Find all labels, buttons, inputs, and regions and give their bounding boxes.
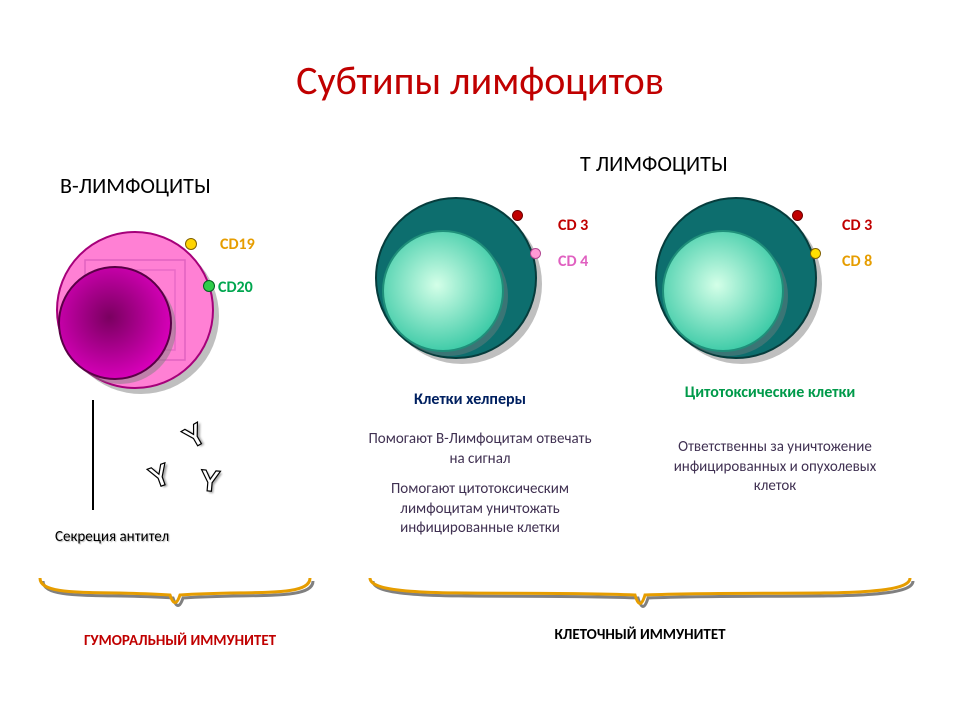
cd20-marker-dot xyxy=(203,280,215,292)
cd3-label-tc: CD 3 xyxy=(842,216,872,235)
cd19-marker-dot xyxy=(185,238,197,250)
antibody-y-1: Y xyxy=(145,458,175,497)
antibody-secretion-label: Секреция антител xyxy=(55,528,169,546)
t-helper-name: Клетки хелперы xyxy=(380,390,560,409)
cellular-brace xyxy=(360,570,920,625)
t-helper-cell xyxy=(370,188,550,368)
b-section-heading: В-ЛИМФОЦИТЫ xyxy=(60,172,211,199)
t-helper-desc2: Помогают цитотоксическим лимфоцитам унич… xyxy=(360,480,600,539)
t-cytotoxic-desc: Ответственны за уничтожение инфицированн… xyxy=(660,438,890,497)
cd4-marker-dot xyxy=(530,248,541,259)
secretion-line xyxy=(92,400,94,510)
cd8-marker-dot xyxy=(810,248,821,259)
cd8-label-tc: CD 8 xyxy=(842,252,872,271)
cd3-marker-dot-tc xyxy=(792,210,803,221)
t-helper-desc1: Помогают В-Лимфоцитам отвечать на сигнал xyxy=(360,430,600,469)
antibody-y-2: Y xyxy=(178,417,212,456)
th-cell-svg xyxy=(370,188,550,368)
title-text: Субтипы лимфоцитов xyxy=(296,56,664,105)
cd20-label: CD20 xyxy=(218,278,253,297)
tc-cell-svg xyxy=(650,188,830,368)
cellular-immunity-label: КЛЕТОЧНЫЙ ИММУНИТЕТ xyxy=(500,626,780,644)
cd3-label-th: CD 3 xyxy=(558,216,588,235)
cd19-label: CD19 xyxy=(220,235,255,254)
page-title: Субтипы лимфоцитов xyxy=(0,56,960,105)
humoral-brace xyxy=(30,570,320,625)
humoral-immunity-label: ГУМОРАЛЬНЫЙ ИММУНИТЕТ xyxy=(55,632,305,650)
t-section-heading: Т ЛИМФОЦИТЫ xyxy=(580,150,728,177)
t-cytotoxic-name: Цитотоксические клетки xyxy=(670,383,870,402)
b-cell xyxy=(45,220,225,400)
antibody-y-3: Y xyxy=(199,464,222,500)
t-cytotoxic-cell xyxy=(650,188,830,368)
cd4-label-th: CD 4 xyxy=(558,252,588,271)
b-cell-svg xyxy=(45,220,225,400)
cd3-marker-dot-th xyxy=(512,210,523,221)
